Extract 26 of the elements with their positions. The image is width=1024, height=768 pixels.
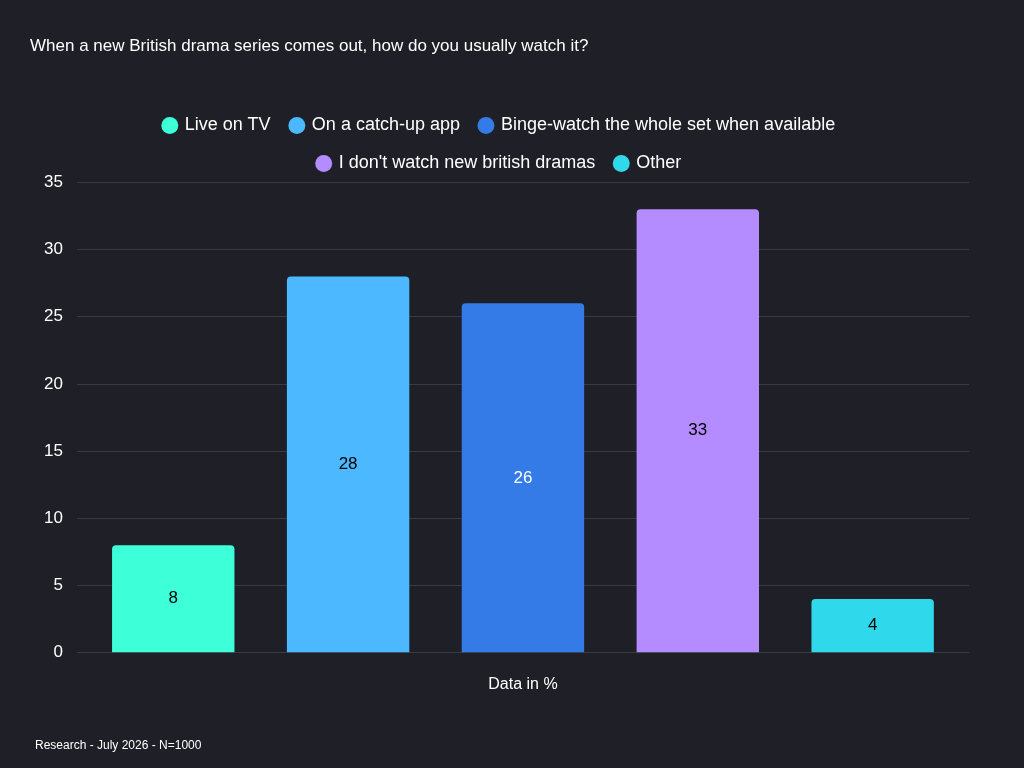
data-label: 33	[688, 420, 708, 440]
y-tick-label: 20	[43, 373, 63, 393]
y-tick-label: 25	[43, 306, 63, 326]
x-tick-label: Data in %	[488, 674, 558, 692]
bar	[112, 545, 235, 653]
bar	[461, 303, 585, 653]
data-label: 28	[338, 454, 358, 474]
y-tick-label: 5	[53, 575, 63, 595]
chart-title: When a new British drama series comes out, how do you usually watch it?	[30, 35, 589, 55]
bar	[811, 599, 934, 653]
legend-label: Binge-watch the whole set when available	[500, 114, 836, 135]
y-tick-label: 10	[43, 508, 63, 528]
legend-label: Other	[636, 152, 682, 173]
y-tick-label: 15	[43, 440, 63, 460]
legend-label: I don't watch new british dramas	[338, 152, 596, 173]
legend-label: On a catch-up app	[311, 114, 460, 135]
data-label: 4	[867, 615, 878, 635]
text: Research - July 2026 - N=1000	[35, 738, 202, 752]
data-label: 26	[513, 467, 533, 487]
bar	[286, 276, 410, 653]
data-label: 8	[168, 588, 178, 608]
y-tick-label: 30	[43, 239, 63, 259]
legend-label: Live on TV	[184, 114, 271, 135]
bar	[636, 209, 759, 653]
y-tick-label: 35	[43, 172, 63, 192]
y-tick-label: 0	[53, 642, 63, 662]
